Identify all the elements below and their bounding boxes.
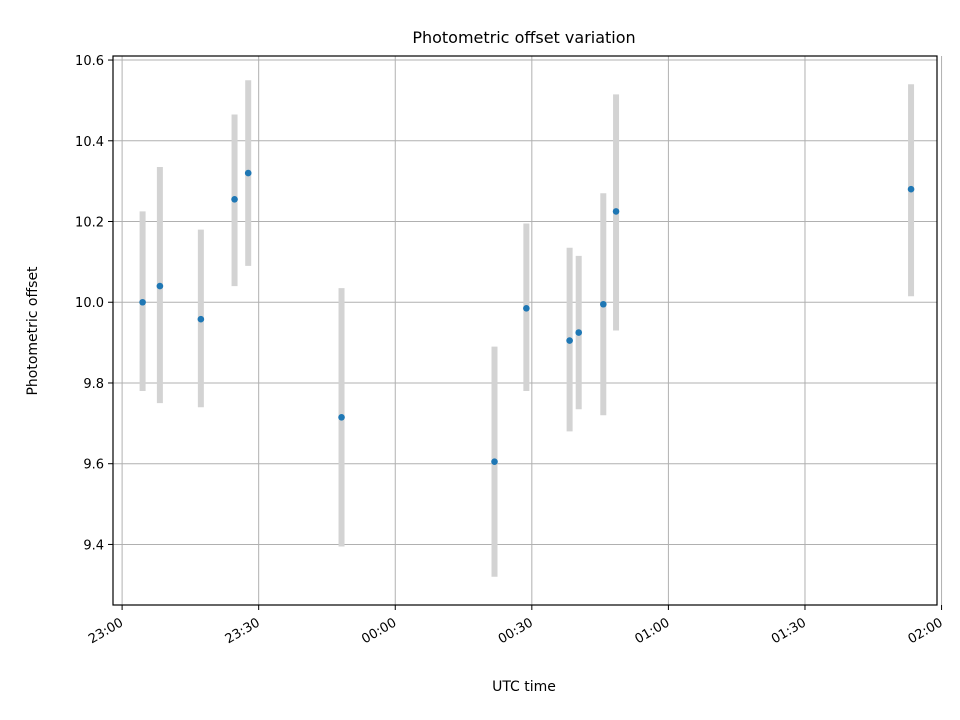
y-tick-label: 9.4: [83, 538, 104, 553]
data-points: [139, 169, 915, 465]
x-tick-label: 02:00: [906, 615, 946, 647]
data-point: [244, 169, 252, 177]
data-point: [600, 300, 607, 308]
x-tick-label: 23:30: [223, 615, 263, 647]
data-point: [612, 208, 620, 215]
y-axis-ticks: 9.4 9.6 9.8 10.0 10.2 10.4 10.6: [75, 54, 113, 553]
y-tick-label: 9.6: [83, 458, 104, 473]
y-tick-label: 10.4: [75, 135, 104, 150]
x-axis-label: UTC time: [492, 679, 556, 695]
x-tick-label: 00:30: [496, 615, 536, 647]
x-axis-ticks: 23:00 23:30 00:00 00:30 01:00 01:30 02:00: [86, 605, 946, 647]
y-tick-label: 10.0: [75, 296, 104, 311]
x-tick-label: 00:00: [359, 615, 399, 647]
data-point: [156, 282, 164, 290]
data-point: [491, 458, 498, 465]
x-tick-label: 01:00: [632, 615, 672, 647]
data-point: [338, 413, 345, 421]
y-axis-label: Photometric offset: [25, 266, 41, 396]
plot-frame: [112, 55, 938, 606]
data-point: [139, 298, 146, 306]
chart-title: Photometric offset variation: [412, 28, 635, 47]
error-bars: [139, 80, 915, 577]
data-point: [523, 304, 530, 312]
y-tick-label: 9.8: [83, 377, 104, 392]
x-tick-label: 01:30: [769, 615, 809, 647]
data-point: [907, 185, 915, 193]
data-point: [575, 329, 583, 336]
data-point: [566, 337, 573, 344]
y-tick-label: 10.6: [75, 54, 104, 69]
x-tick-label: 23:00: [86, 615, 126, 647]
y-tick-label: 10.2: [75, 216, 104, 231]
data-point: [231, 196, 238, 203]
data-point: [197, 315, 205, 323]
